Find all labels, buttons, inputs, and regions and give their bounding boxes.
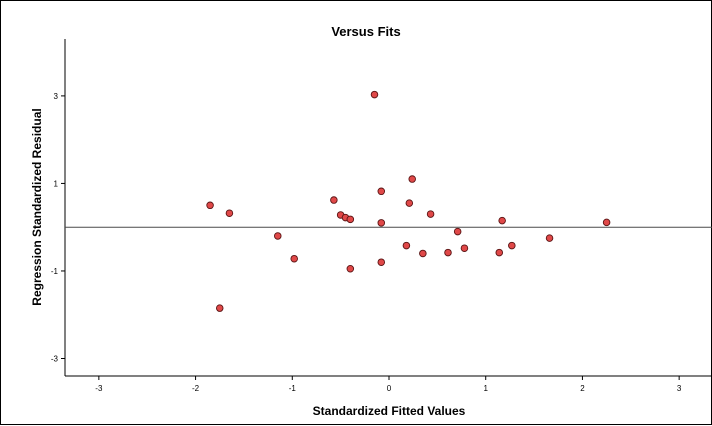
- y-tick-label: -3: [51, 354, 59, 363]
- x-tick-label: -3: [95, 384, 103, 393]
- x-tick-label: -2: [192, 384, 200, 393]
- scatter-point: [408, 175, 416, 183]
- scatter-point: [206, 201, 214, 210]
- x-axis-ticks: -3 -2 -1 0 1 2 3: [95, 376, 682, 393]
- scatter-point: [377, 187, 386, 196]
- scatter-point: [370, 90, 379, 99]
- scatter-point: [274, 232, 282, 240]
- x-tick-label: 1: [483, 384, 488, 393]
- y-tick-label: 3: [54, 92, 59, 101]
- scatter-point: [346, 265, 355, 273]
- scatter-point: [508, 241, 516, 250]
- scatter-point: [290, 254, 298, 263]
- scatter-point: [346, 215, 355, 224]
- scatter-point: [377, 219, 386, 227]
- x-axis-label: Standardized Fitted Values: [313, 404, 466, 418]
- data-points: [206, 90, 611, 312]
- x-tick-label: 3: [677, 384, 682, 393]
- chart-title: Versus Fits: [331, 24, 400, 39]
- y-axis-ticks: -3 -1 1 3: [51, 92, 65, 363]
- scatter-point: [545, 234, 554, 242]
- scatter-point: [426, 210, 435, 218]
- x-tick-label: 0: [387, 384, 392, 393]
- scatter-point: [498, 216, 506, 225]
- y-axis-label: Regression Standardized Residual: [30, 108, 44, 305]
- scatter-point: [419, 249, 427, 258]
- scatter-point: [602, 218, 611, 227]
- scatter-point: [495, 248, 504, 257]
- scatter-point: [453, 227, 462, 236]
- x-tick-label: 2: [580, 384, 585, 393]
- scatter-point: [402, 241, 411, 250]
- y-tick-label: -1: [51, 267, 59, 276]
- scatter-point: [405, 199, 414, 207]
- x-tick-label: -1: [289, 384, 297, 393]
- scatter-point: [215, 304, 224, 312]
- y-tick-label: 1: [54, 179, 59, 188]
- scatter-point: [377, 258, 386, 266]
- scatter-point: [460, 244, 469, 252]
- scatter-point: [225, 209, 234, 217]
- scatter-point: [330, 196, 338, 204]
- scatter-point: [444, 248, 452, 257]
